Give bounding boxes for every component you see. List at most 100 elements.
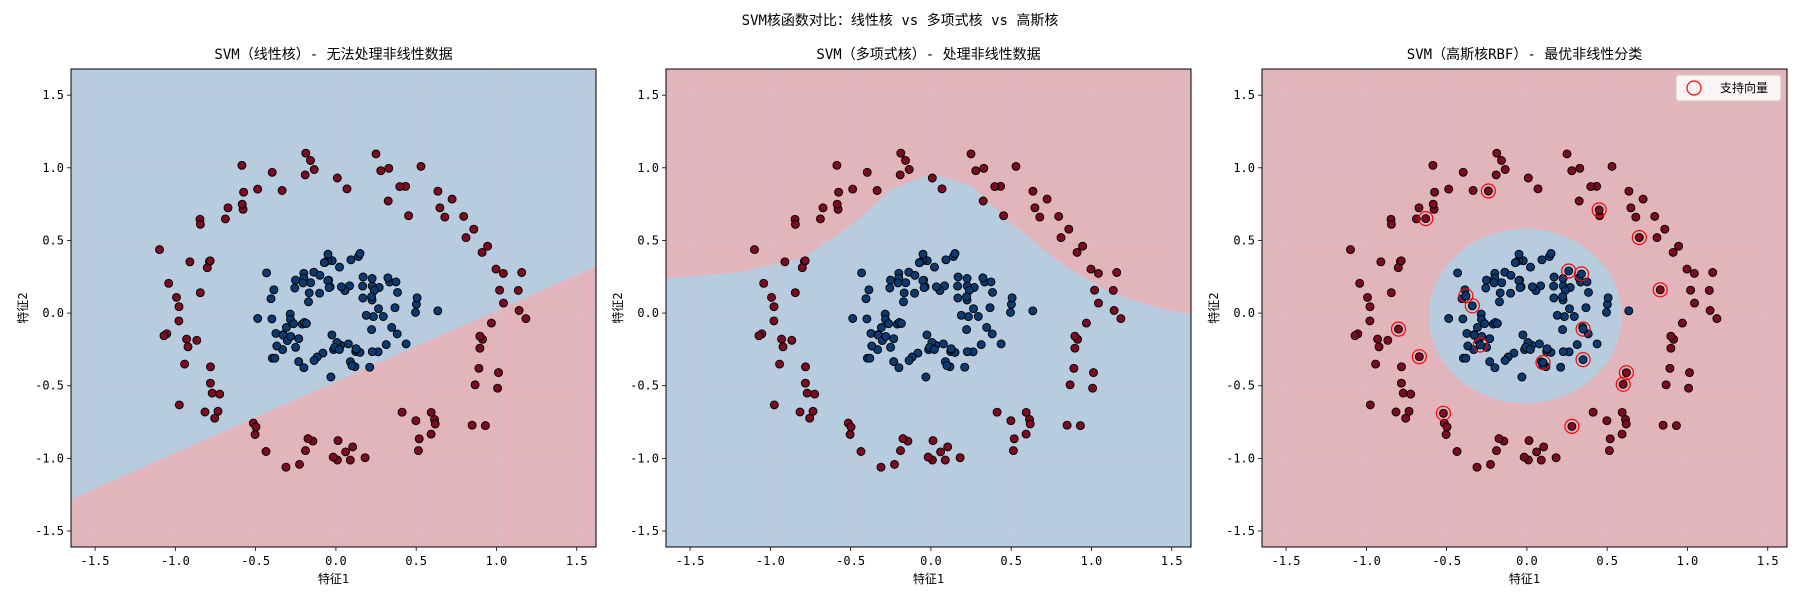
data-point-inner xyxy=(886,275,895,285)
data-point-outer xyxy=(205,378,215,388)
data-point-inner xyxy=(1007,293,1017,303)
data-point-inner xyxy=(391,277,401,287)
data-point-outer xyxy=(1030,203,1040,213)
data-point-inner xyxy=(953,272,963,282)
data-point-outer xyxy=(1414,203,1424,213)
x-tick-label: 0.0 xyxy=(325,554,347,568)
data-point-outer xyxy=(1621,419,1631,429)
data-point-outer xyxy=(1686,285,1696,295)
data-point-outer xyxy=(971,166,981,176)
data-point-outer xyxy=(494,368,503,378)
x-tick-label: 1.0 xyxy=(1677,554,1699,568)
data-point-inner xyxy=(1500,356,1510,365)
data-point-outer xyxy=(1442,422,1452,432)
data-point-outer xyxy=(1070,343,1080,353)
data-point-outer xyxy=(1428,199,1438,209)
figure-suptitle: SVM核函数对比：线性核 vs 多项式核 vs 高斯核 xyxy=(742,12,1059,29)
data-point-inner xyxy=(1569,312,1579,321)
data-point-outer xyxy=(790,219,800,229)
data-point-inner xyxy=(381,340,391,350)
region-class1 xyxy=(71,266,596,547)
data-point-outer xyxy=(1519,452,1529,462)
data-point-outer xyxy=(164,278,174,288)
data-point-outer xyxy=(890,459,899,469)
data-point-outer xyxy=(1089,368,1098,378)
data-point-support xyxy=(1621,368,1631,378)
data-point-outer xyxy=(778,342,788,352)
data-point-outer xyxy=(300,170,310,180)
y-tick-label: -1.5 xyxy=(630,524,659,538)
data-point-inner xyxy=(1444,314,1454,323)
data-point-outer xyxy=(750,245,759,255)
data-point-outer xyxy=(430,419,440,429)
data-point-inner xyxy=(327,330,337,340)
data-point-outer xyxy=(979,163,989,173)
data-point-inner xyxy=(315,270,325,280)
data-point-outer xyxy=(1588,407,1598,417)
data-point-inner xyxy=(1534,339,1544,349)
data-point-outer xyxy=(1671,421,1681,431)
data-point-outer xyxy=(928,436,938,446)
data-point-outer xyxy=(1386,288,1396,298)
data-point-outer xyxy=(896,446,905,456)
support-vector-marker xyxy=(1618,365,1635,381)
data-point-outer xyxy=(1684,383,1694,393)
data-point-outer xyxy=(1661,380,1671,390)
data-point-outer xyxy=(469,224,479,234)
data-point-outer xyxy=(1638,194,1648,204)
data-point-outer xyxy=(1631,212,1641,222)
plot-area xyxy=(666,69,1191,547)
data-point-inner xyxy=(1549,281,1559,291)
data-point-outer xyxy=(239,187,249,197)
support-vector-marker xyxy=(1535,354,1551,371)
data-point-inner xyxy=(281,323,291,332)
data-point-inner xyxy=(910,270,920,280)
data-point-outer xyxy=(416,161,426,171)
data-point-outer xyxy=(461,233,471,243)
data-point-outer xyxy=(483,241,493,251)
data-point-outer xyxy=(1081,318,1091,328)
data-point-inner xyxy=(1472,323,1482,332)
data-point-outer xyxy=(521,314,531,324)
data-point-outer xyxy=(205,256,215,266)
data-point-outer xyxy=(1109,306,1119,315)
data-point-outer xyxy=(1500,165,1510,174)
data-point-inner xyxy=(267,314,277,324)
data-point-inner xyxy=(1518,330,1528,340)
data-point-inner xyxy=(969,304,978,314)
data-point-outer xyxy=(180,359,190,369)
data-point-inner xyxy=(881,331,891,341)
data-point-outer xyxy=(1042,194,1052,204)
data-point-inner xyxy=(411,307,420,317)
data-point-outer xyxy=(1650,211,1660,221)
x-tick-label: -0.5 xyxy=(241,554,270,568)
data-point-inner xyxy=(1489,278,1499,288)
data-point-inner xyxy=(986,277,996,287)
data-point-inner xyxy=(361,310,371,320)
support-vector-marker xyxy=(1652,282,1668,298)
data-point-inner xyxy=(262,268,272,278)
y-tick-label: 1.5 xyxy=(42,88,64,102)
support-vector-marker xyxy=(1575,352,1591,368)
data-point-outer xyxy=(1574,196,1584,206)
data-point-outer xyxy=(1069,363,1079,373)
data-point-outer xyxy=(1494,434,1504,444)
data-point-outer xyxy=(1064,224,1074,234)
data-point-support xyxy=(1577,269,1586,279)
data-point-outer xyxy=(777,334,787,344)
data-point-outer xyxy=(978,196,988,206)
data-point-outer xyxy=(341,447,351,457)
data-point-support xyxy=(1475,340,1485,350)
data-point-inner xyxy=(270,353,280,363)
data-point-outer xyxy=(261,447,271,456)
data-point-outer xyxy=(1021,429,1031,439)
data-point-inner xyxy=(378,312,388,321)
data-point-inner xyxy=(985,303,995,313)
data-point-inner xyxy=(343,339,353,349)
data-point-outer xyxy=(433,186,443,196)
data-point-outer xyxy=(174,400,184,410)
data-point-inner xyxy=(294,334,304,344)
data-point-outer xyxy=(220,214,230,224)
data-point-outer xyxy=(426,407,436,417)
data-point-inner xyxy=(1526,262,1535,272)
